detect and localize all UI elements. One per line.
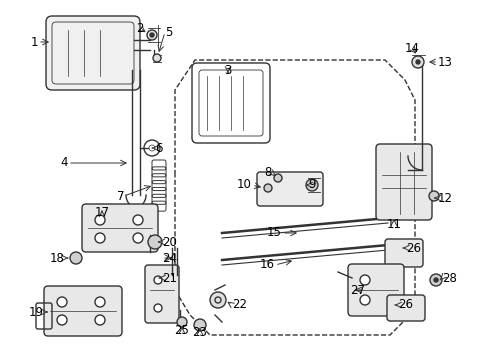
Text: 1: 1 [30,36,38,49]
Circle shape [95,215,105,225]
Text: 27: 27 [349,284,364,297]
FancyBboxPatch shape [384,239,422,267]
FancyBboxPatch shape [257,172,323,206]
Circle shape [95,297,105,307]
Circle shape [133,233,142,243]
Text: 24: 24 [162,252,177,265]
Circle shape [177,317,186,327]
Circle shape [433,278,437,282]
Text: 14: 14 [404,41,419,54]
FancyBboxPatch shape [82,204,158,252]
Circle shape [273,174,282,182]
Text: 26: 26 [405,242,420,255]
Circle shape [133,215,142,225]
Text: 19: 19 [29,306,44,319]
Text: 18: 18 [50,252,65,265]
Text: 20: 20 [162,235,177,248]
Circle shape [154,276,162,284]
FancyBboxPatch shape [44,286,122,336]
Text: 2: 2 [136,22,143,35]
Circle shape [70,252,82,264]
Text: 17: 17 [94,206,109,219]
Circle shape [305,179,317,191]
Circle shape [429,274,441,286]
FancyBboxPatch shape [386,295,424,321]
Circle shape [154,304,162,312]
Text: 26: 26 [397,298,412,311]
Circle shape [150,33,154,37]
Circle shape [148,235,162,249]
FancyBboxPatch shape [375,144,431,220]
Text: 28: 28 [441,271,456,284]
Circle shape [95,315,105,325]
Text: 4: 4 [61,157,68,170]
Text: 8: 8 [264,166,271,180]
FancyBboxPatch shape [347,264,403,316]
Text: 11: 11 [386,217,401,230]
Circle shape [411,56,423,68]
Circle shape [57,315,67,325]
Text: 9: 9 [307,179,315,192]
Circle shape [57,297,67,307]
Text: 10: 10 [237,179,251,192]
Text: 6: 6 [155,141,162,154]
Text: 3: 3 [224,63,231,77]
Circle shape [153,54,161,62]
Circle shape [415,60,419,64]
Text: 25: 25 [174,324,189,337]
Text: 5: 5 [164,26,172,39]
Circle shape [428,191,438,201]
Circle shape [359,275,369,285]
Text: 12: 12 [437,192,452,204]
Text: 7: 7 [116,189,124,202]
Circle shape [264,184,271,192]
Text: 22: 22 [231,298,246,311]
Text: 13: 13 [437,55,452,68]
Circle shape [209,292,225,308]
FancyBboxPatch shape [46,16,140,90]
Text: 21: 21 [162,271,177,284]
Circle shape [359,295,369,305]
FancyBboxPatch shape [145,265,179,323]
Circle shape [95,233,105,243]
Text: 23: 23 [192,325,207,338]
Text: 16: 16 [260,258,274,271]
Text: 15: 15 [266,226,282,239]
Circle shape [147,30,157,40]
Circle shape [194,319,205,331]
